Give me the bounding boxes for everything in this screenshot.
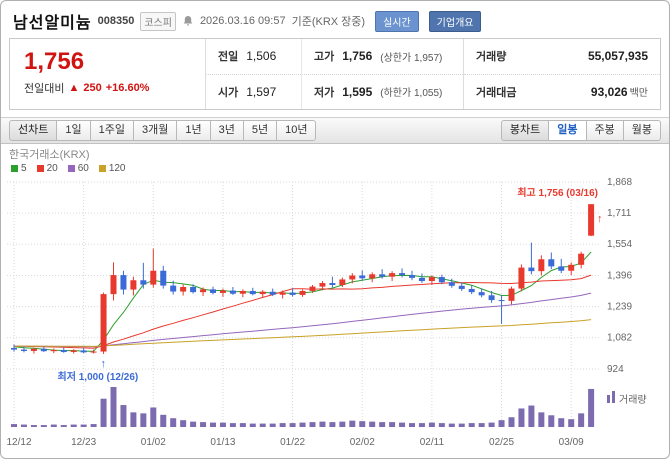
svg-text:01/13: 01/13 [210,437,235,448]
svg-text:1,711: 1,711 [607,208,632,219]
svg-text:01/02: 01/02 [141,437,166,448]
svg-text:거래량: 거래량 [619,394,647,406]
svg-text:1,554: 1,554 [607,239,632,250]
svg-text:1,239: 1,239 [607,302,632,313]
change-value: 250 [83,81,102,94]
period-tab-1[interactable]: 1일 [56,119,91,142]
chart-toolbar: 선차트 1일 1주일 3개월 1년 3년 5년 10년 봉차트 일봉 주봉 월봉 [1,117,669,144]
trade-amount-label: 거래대금 [476,86,517,99]
stock-code: 008350 [97,15,135,27]
ma-window-label: 20 [46,163,58,174]
svg-text:최저 1,000 (12/26): 최저 1,000 (12/26) [58,370,139,383]
upper-limit-value: (상한가 1,957) [380,52,443,64]
ma-color-swatch [67,165,75,172]
high-cell: 고가 1,756 (상한가 1,957) [302,39,454,74]
svg-text:12/12: 12/12 [6,437,31,448]
svg-text:12/23: 12/23 [71,437,96,448]
price-summary-box: 1,756 전일대비 ▲ 250 +16.60% 전일 1,506 고가 1,7… [9,38,661,110]
period-tab-6[interactable]: 5년 [242,119,278,142]
realtime-button[interactable]: 실시간 [375,10,419,32]
volume-value: 55,057,935 [587,49,648,64]
open-value: 1,597 [246,84,277,99]
svg-text:02/25: 02/25 [489,437,514,448]
lower-limit-value: (하한가 1,055) [380,88,443,100]
period-tab-5[interactable]: 3년 [209,119,244,142]
candle-tab-1[interactable]: 일봉 [548,119,587,142]
svg-text:02/11: 02/11 [420,437,445,448]
stock-name: 남선알미늄 [13,15,92,32]
ma-color-swatch [98,165,106,172]
ma-legend-item-60: 60 [67,163,89,174]
trade-amount-row: 거래대금 93,026 백만 [464,73,660,110]
ma-window-label: 5 [21,163,27,174]
high-label: 고가 [314,51,335,64]
company-overview-button[interactable]: 기업개요 [428,10,482,32]
period-tab-3[interactable]: 3개월 [132,119,178,142]
trade-amount-value: 93,026 백만 [590,85,648,100]
volume-label: 거래량 [476,51,507,64]
candle-tab-2[interactable]: 주봉 [585,119,624,142]
change-percent: +16.60% [105,81,150,94]
svg-text:1,082: 1,082 [607,333,632,344]
period-tab-0[interactable]: 선차트 [9,119,58,142]
svg-text:02/02: 02/02 [350,437,375,448]
volume-row: 거래량 55,057,935 [464,39,660,74]
candlestick-chart[interactable]: 1,868 1,711 1,554 1,396 1,239 1,082 924 12/12 12… [1,174,669,458]
moving-average-legend: 5 20 60 120 [1,162,669,174]
alert-bell-icon[interactable] [182,15,194,27]
low-cell: 저가 1,595 (하한가 1,055) [302,75,454,110]
prev-close-value: 1,506 [246,49,277,64]
svg-text:↑: ↑ [597,213,603,225]
open-cell: 시가 1,597 [206,74,302,109]
svg-text:1,396: 1,396 [607,271,632,282]
volume-panel: 거래량 55,057,935 거래대금 93,026 백만 [464,39,660,109]
quote-datetime: 2026.03.16 09:57 [199,15,286,27]
candle-tab-group: 봉차트 일봉 주봉 월봉 [500,119,661,142]
svg-text:01/22: 01/22 [280,437,305,448]
svg-text:최고 1,756 (03/16): 최고 1,756 (03/16) [517,186,598,199]
price-change-row: 전일대비 ▲ 250 +16.60% [24,80,191,96]
ma-window-label: 120 [108,163,126,174]
trade-amount-unit: 백만 [629,88,648,100]
candle-tab-0[interactable]: 봉차트 [500,119,550,142]
ma-color-swatch [11,165,18,172]
change-label: 전일대비 [24,82,65,95]
quote-datetime-note: 기준(KRX 장중) [291,16,366,28]
price-detail-table: 전일 1,506 고가 1,756 (상한가 1,957) 시가 1,597 저… [206,39,464,109]
ma-color-swatch [36,165,44,172]
svg-text:924: 924 [607,364,624,375]
current-price: 1,756 [24,48,85,75]
svg-text:↑: ↑ [101,358,107,370]
svg-text:03/09: 03/09 [559,437,584,448]
ma-legend-item-120: 120 [98,163,126,174]
period-tab-7[interactable]: 10년 [276,119,317,142]
period-tab-group: 선차트 1일 1주일 3개월 1년 3년 5년 10년 [9,119,317,142]
low-value: 1,595 [342,84,373,99]
data-source-label: 한국거래소(KRX) [9,149,90,161]
period-tab-4[interactable]: 1년 [176,119,211,142]
price-detail-row-top: 전일 1,506 고가 1,756 (상한가 1,957) [206,39,463,74]
ma-legend-item-20: 20 [36,163,58,174]
ma-window-label: 60 [77,163,89,174]
price-detail-row-bottom: 시가 1,597 저가 1,595 (하한가 1,055) [206,73,463,110]
current-price-panel: 1,756 전일대비 ▲ 250 +16.60% [10,39,206,109]
period-tab-2[interactable]: 1주일 [89,119,134,142]
low-label: 저가 [314,86,335,99]
high-value: 1,756 [342,49,373,64]
header: 남선알미늄 008350 코스피 2026.03.16 09:57 기준(KRX… [1,1,669,38]
open-label: 시가 [218,86,239,99]
prev-close-label: 전일 [218,51,239,64]
svg-text:1,868: 1,868 [607,177,632,188]
change-arrow-icon: ▲ [68,81,80,94]
candle-tab-3[interactable]: 월봉 [622,119,661,142]
prev-close-cell: 전일 1,506 [206,39,302,74]
market-badge: 코스피 [140,11,176,31]
chart-section: 한국거래소(KRX) 5 20 60 120 1,868 1,711 1,554 1,396… [1,144,669,458]
ma-legend-item-5: 5 [11,163,27,174]
